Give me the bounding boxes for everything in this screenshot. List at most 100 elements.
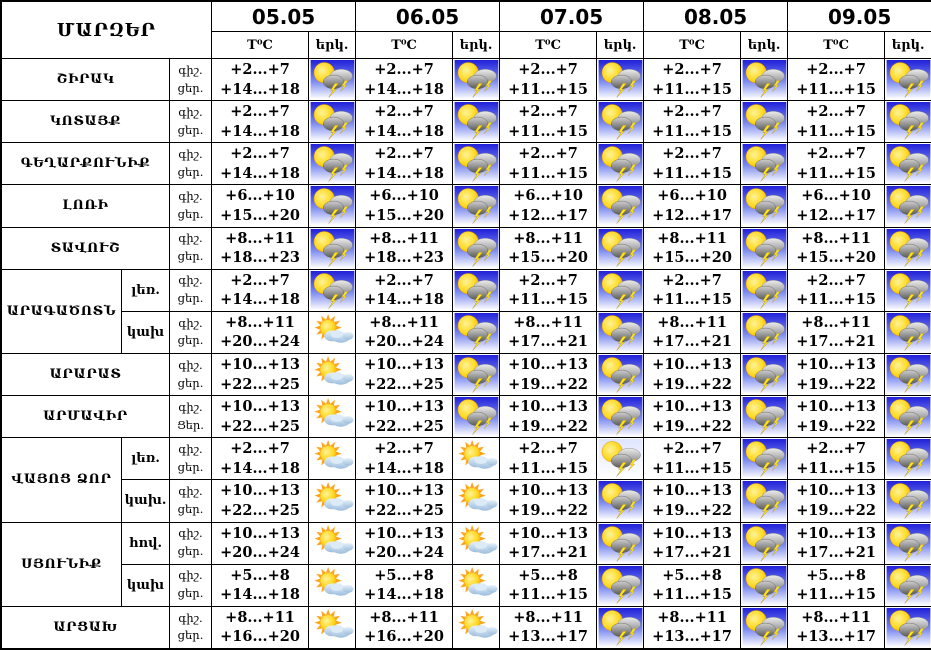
day-temp: +14...+18 xyxy=(364,291,444,309)
night-temp: +8...+11 xyxy=(657,608,727,626)
day-temp: +19...+22 xyxy=(508,417,588,435)
weather-icon-cell xyxy=(452,310,501,354)
weather-icon-cell xyxy=(452,142,501,186)
weather-icon-cell xyxy=(452,437,501,481)
night-temp: +8...+11 xyxy=(657,313,727,331)
temperature-cell: +5...+8 +11...+15 xyxy=(643,563,742,607)
temperature-cell: +2...+7 +11...+15 xyxy=(499,57,598,102)
weather-icon-cell xyxy=(740,310,789,354)
sun-cloud-lightning-icon xyxy=(454,60,499,99)
day-temp: +20...+24 xyxy=(220,333,300,351)
temp-header: T⁰C xyxy=(499,31,598,59)
day-temp: +13...+17 xyxy=(652,628,732,646)
weather-icon-cell xyxy=(740,605,789,650)
night-temp: +2...+7 xyxy=(374,103,434,121)
night-temp: +10...+13 xyxy=(364,482,444,500)
temperature-cell: +10...+13 +20...+24 xyxy=(355,521,454,565)
sun-cloud-lightning-icon xyxy=(310,60,355,99)
day-label: ցեր. xyxy=(177,501,204,516)
weather-icon-cell xyxy=(452,184,501,228)
weather-icon-cell xyxy=(452,352,501,397)
sun-cloud-lightning-icon xyxy=(886,397,931,436)
weather-icon-cell xyxy=(884,395,931,439)
day-temp: +19...+22 xyxy=(652,375,732,393)
day-temp: +11...+15 xyxy=(796,122,876,140)
table-row: կախ. գիշ. ցեր. +10...+13 +22...+25 +10...+13 +… xyxy=(2,479,931,523)
sun-cloud-lightning-icon xyxy=(598,60,643,99)
night-temp: +10...+13 xyxy=(220,398,300,416)
day-label: ցեր. xyxy=(177,80,204,95)
day-temp: +17...+21 xyxy=(796,544,876,562)
temperature-cell: +10...+13 +19...+22 xyxy=(499,479,598,523)
weather-icon-cell xyxy=(884,142,931,186)
day-temp: +19...+22 xyxy=(508,375,588,393)
day-temp: +14...+18 xyxy=(364,586,444,604)
temperature-cell: +2...+7 +14...+18 xyxy=(211,437,310,481)
day-temp: +11...+15 xyxy=(652,291,732,309)
temperature-cell: +8...+11 +16...+20 xyxy=(211,605,310,650)
night-label: գիշ. xyxy=(178,62,203,77)
day-temp: +20...+24 xyxy=(364,333,444,351)
temperature-cell: +8...+11 +18...+23 xyxy=(211,226,310,270)
weather-icon-cell xyxy=(308,57,357,102)
night-temp: +2...+7 xyxy=(374,61,434,78)
night-temp: +2...+7 xyxy=(374,145,434,163)
weather-icon-cell xyxy=(308,100,357,144)
night-label: գիշ. xyxy=(178,610,203,625)
night-temp: +10...+13 xyxy=(220,482,300,500)
day-temp: +12...+17 xyxy=(652,206,732,224)
temperature-cell: +2...+7 +14...+18 xyxy=(355,57,454,102)
day-label: ցեր. xyxy=(177,459,204,474)
night-temp: +8...+11 xyxy=(513,608,583,626)
day-temp: +20...+24 xyxy=(364,544,444,562)
subregion-cell: լեռ. xyxy=(121,268,170,312)
day-label: ցեր. xyxy=(177,164,204,179)
daypart-labels-cell: գիշ. ցեր. xyxy=(168,100,213,144)
weather-icon-cell xyxy=(596,605,645,650)
sun-cloud-icon xyxy=(310,608,355,647)
temperature-cell: +5...+8 +11...+15 xyxy=(499,563,598,607)
weather-icon-cell xyxy=(308,226,357,270)
weather-icon-cell xyxy=(884,226,931,270)
column-header-date-3: 07.05 xyxy=(499,1,645,32)
night-temp: +10...+13 xyxy=(652,355,732,373)
temperature-cell: +10...+13 +19...+22 xyxy=(787,395,886,439)
night-temp: +2...+7 xyxy=(662,145,722,163)
table-row: ԱՐԱՐԱՏ գիշ. ցեր. +10...+13 +22...+25 +10...+1… xyxy=(1,352,931,397)
weather-icon-cell xyxy=(596,395,645,439)
table-row: ԿՈՏԱՅՔ գիշ. ցեր. +2...+7 +14...+18 +2...+7 +14… xyxy=(1,100,931,144)
temperature-cell: +5...+8 +14...+18 xyxy=(211,563,310,607)
temperature-cell: +2...+7 +14...+18 xyxy=(355,100,454,144)
weather-icon-cell xyxy=(740,184,789,228)
day-temp: +14...+18 xyxy=(364,122,444,140)
sun-cloud-lightning-icon xyxy=(598,186,643,225)
sun-cloud-icon xyxy=(454,566,499,605)
weather-icon-cell xyxy=(452,605,501,650)
weather-icon-cell xyxy=(884,563,931,607)
night-temp: +10...+13 xyxy=(652,398,732,416)
night-temp: +10...+13 xyxy=(364,355,444,373)
temperature-cell: +8...+11 +13...+17 xyxy=(499,605,598,650)
night-temp: +10...+13 xyxy=(364,398,444,416)
sun-cloud-lightning-icon xyxy=(310,186,355,225)
day-temp: +11...+15 xyxy=(796,164,876,182)
weather-icon-cell xyxy=(884,184,931,228)
day-temp: +11...+15 xyxy=(796,586,876,604)
temperature-cell: +10...+13 +19...+22 xyxy=(499,352,598,397)
sky-header: երկ. xyxy=(308,31,357,59)
night-temp: +5...+8 xyxy=(518,566,578,584)
temperature-cell: +2...+7 +11...+15 xyxy=(643,142,742,186)
night-temp: +2...+7 xyxy=(806,145,866,163)
temperature-cell: +8...+11 +20...+24 xyxy=(355,310,454,354)
day-temp: +15...+20 xyxy=(220,206,300,224)
day-temp: +11...+15 xyxy=(508,122,588,140)
sun-cloud-lightning-icon xyxy=(598,229,643,268)
region-name-cell: ԱՐԱԳԱԾՈՏՆ xyxy=(1,268,122,354)
temperature-cell: +10...+13 +20...+24 xyxy=(211,521,310,565)
day-temp: +15...+20 xyxy=(652,249,732,267)
temperature-cell: +2...+7 +11...+15 xyxy=(643,268,742,312)
day-temp: +11...+15 xyxy=(508,586,588,604)
night-label: գիշ. xyxy=(178,357,203,372)
day-temp: +11...+15 xyxy=(796,291,876,309)
day-temp: +17...+21 xyxy=(508,544,588,562)
